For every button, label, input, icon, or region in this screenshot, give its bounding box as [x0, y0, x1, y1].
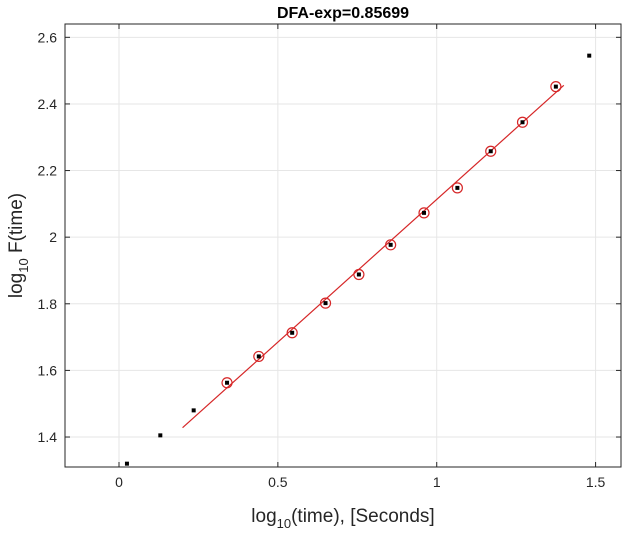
fit-point-circle	[451, 182, 463, 194]
y-tick-label: 2.4	[38, 96, 58, 112]
data-point	[587, 53, 592, 58]
data-point	[356, 272, 361, 277]
data-point	[225, 380, 230, 385]
x-tick-label: 0	[115, 474, 123, 490]
fit-line-layer	[182, 84, 565, 429]
data-point	[388, 242, 393, 247]
y-axis-label-base: log	[6, 273, 27, 298]
data-point	[256, 354, 261, 359]
fit-point-circle	[550, 81, 562, 93]
y-axis-label-subscript: 10	[16, 258, 31, 272]
data-point	[290, 330, 295, 335]
fit-points	[221, 81, 562, 389]
data-point	[455, 185, 460, 190]
fit-point-circle	[516, 116, 529, 128]
y-axis-label: log10 F(time)	[6, 193, 31, 298]
x-axis-label-subscript: 10	[277, 516, 291, 531]
x-axis-label-base: log	[251, 506, 276, 527]
y-tick-label: 2	[49, 229, 57, 245]
data-point	[191, 408, 196, 413]
y-tick-label: 1.4	[38, 429, 58, 445]
plot-area-box	[64, 23, 622, 468]
y-tick-label: 2.2	[38, 163, 58, 179]
fit-line	[182, 84, 565, 429]
y-axis-label-rest: F(time)	[6, 193, 27, 258]
x-axis-label: log10(time), [Seconds]	[251, 506, 434, 531]
fit-point-circle	[353, 268, 365, 281]
data-point	[488, 149, 493, 154]
fit-point-circle	[418, 207, 430, 219]
fit-point-circle	[221, 377, 233, 389]
grid	[65, 24, 621, 467]
data-point	[124, 461, 129, 466]
data-point	[520, 120, 525, 125]
fit-point-circle	[253, 350, 265, 363]
x-axis-label-rest: (time), [Seconds]	[291, 506, 435, 527]
y-tick-label: 1.8	[38, 296, 58, 312]
x-tick-label: 1	[433, 474, 441, 490]
y-tick-label: 2.6	[38, 29, 58, 45]
data-points	[124, 53, 592, 466]
axis-ticks: 0 0.5 1 1.5 1.4 1.6 1.8 2 2.2 2.4 2.6	[38, 24, 621, 490]
x-tick-label: 1.5	[586, 474, 606, 490]
data-point	[553, 84, 558, 89]
y-tick-label: 1.6	[38, 362, 58, 378]
fit-point-circle	[385, 239, 397, 251]
data-point	[323, 301, 328, 306]
chart-title: DFA-exp=0.85699	[277, 5, 409, 22]
x-tick-label: 0.5	[268, 474, 288, 490]
data-point	[422, 210, 427, 215]
fit-point-circle	[286, 327, 298, 339]
fit-point-circle	[319, 297, 332, 309]
fit-point-circle	[485, 145, 497, 157]
data-point	[158, 433, 163, 438]
